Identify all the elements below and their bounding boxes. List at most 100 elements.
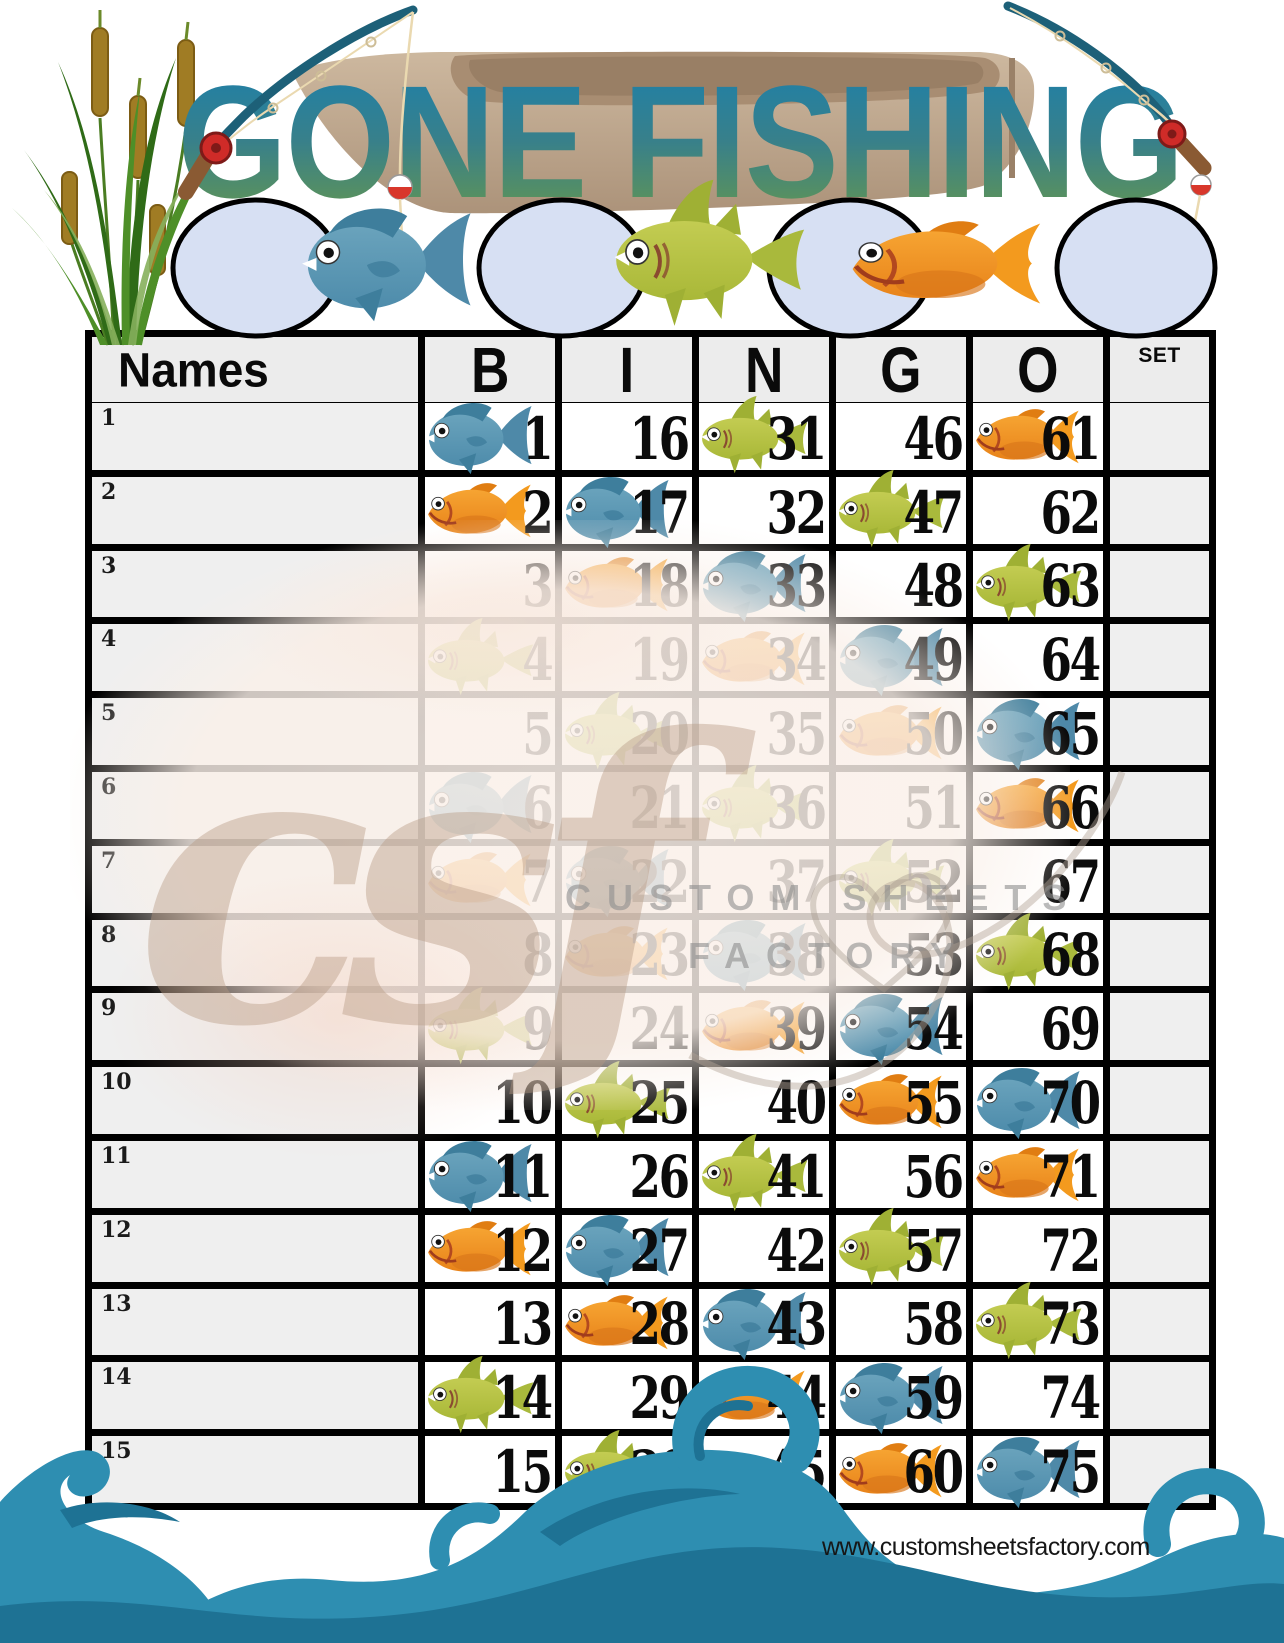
bingo-cell-o-64[interactable]: 64 — [966, 624, 1103, 692]
name-cell-row-5[interactable]: 5 — [92, 698, 418, 765]
bingo-cell-g-47[interactable]: 47 — [829, 469, 966, 549]
name-cell-row-11[interactable]: 11 — [92, 1140, 418, 1208]
bingo-cell-o-72[interactable]: 72 — [966, 1214, 1103, 1282]
set-cell-row-2[interactable] — [1103, 476, 1209, 544]
bingo-cell-o-69[interactable]: 69 — [966, 993, 1103, 1061]
bingo-cell-g-60[interactable]: 60 — [829, 1436, 966, 1503]
set-cell-row-12[interactable] — [1103, 1214, 1209, 1282]
name-cell-row-4[interactable]: 4 — [92, 624, 418, 692]
name-cell-row-6[interactable]: 6 — [92, 771, 418, 839]
bingo-cell-g-54[interactable]: 54 — [829, 993, 966, 1066]
set-cell-row-8[interactable] — [1103, 919, 1209, 987]
bingo-cell-n-31[interactable]: 31 — [692, 395, 829, 475]
set-cell-row-1[interactable] — [1103, 403, 1209, 470]
bingo-cell-n-36[interactable]: 36 — [692, 764, 829, 844]
set-cell-row-10[interactable] — [1103, 1067, 1209, 1134]
set-cell-row-11[interactable] — [1103, 1140, 1209, 1208]
bingo-cell-o-71[interactable]: 71 — [966, 1140, 1103, 1208]
bingo-cell-g-46[interactable]: 46 — [829, 403, 966, 470]
bingo-cell-i-22[interactable]: 22 — [555, 845, 692, 918]
bingo-cell-n-32[interactable]: 32 — [692, 476, 829, 544]
bingo-cell-g-59[interactable]: 59 — [829, 1362, 966, 1435]
set-cell-row-9[interactable] — [1103, 993, 1209, 1061]
set-cell-row-3[interactable] — [1103, 550, 1209, 618]
bingo-cell-o-74[interactable]: 74 — [966, 1362, 1103, 1430]
set-cell-row-6[interactable] — [1103, 771, 1209, 839]
bingo-cell-i-30[interactable]: 30 — [555, 1428, 692, 1508]
bingo-cell-i-18[interactable]: 18 — [555, 550, 692, 618]
bingo-cell-n-35[interactable]: 35 — [692, 698, 829, 765]
name-cell-row-3[interactable]: 3 — [92, 550, 418, 618]
bingo-cell-b-15[interactable]: 15 — [418, 1436, 555, 1503]
bingo-cell-g-53[interactable]: 53 — [829, 919, 966, 987]
name-cell-row-7[interactable]: 7 — [92, 845, 418, 913]
bingo-cell-g-50[interactable]: 50 — [829, 698, 966, 765]
bingo-cell-n-38[interactable]: 38 — [692, 919, 829, 992]
bingo-cell-b-8[interactable]: 8 — [418, 919, 555, 987]
bingo-cell-o-67[interactable]: 67 — [966, 845, 1103, 913]
bingo-cell-b-13[interactable]: 13 — [418, 1288, 555, 1356]
bingo-cell-i-25[interactable]: 25 — [555, 1059, 692, 1139]
name-cell-row-12[interactable]: 12 — [92, 1214, 418, 1282]
name-cell-row-8[interactable]: 8 — [92, 919, 418, 987]
bingo-cell-b-2[interactable]: 2 — [418, 476, 555, 544]
bingo-cell-b-3[interactable]: 3 — [418, 550, 555, 618]
name-cell-row-14[interactable]: 14 — [92, 1362, 418, 1430]
free-space-circle[interactable] — [1054, 197, 1218, 339]
name-cell-row-15[interactable]: 15 — [92, 1436, 418, 1503]
bingo-cell-b-11[interactable]: 11 — [418, 1140, 555, 1213]
set-cell-row-14[interactable] — [1103, 1362, 1209, 1430]
set-cell-row-15[interactable] — [1103, 1436, 1209, 1503]
set-cell-row-5[interactable] — [1103, 698, 1209, 765]
bingo-cell-b-4[interactable]: 4 — [418, 616, 555, 697]
bingo-cell-n-43[interactable]: 43 — [692, 1288, 829, 1361]
bingo-cell-i-17[interactable]: 17 — [555, 476, 692, 549]
bingo-cell-n-44[interactable]: 44 — [692, 1362, 829, 1430]
bingo-cell-i-26[interactable]: 26 — [555, 1140, 692, 1208]
bingo-cell-n-42[interactable]: 42 — [692, 1214, 829, 1282]
bingo-cell-n-41[interactable]: 41 — [692, 1133, 829, 1213]
bingo-cell-n-39[interactable]: 39 — [692, 993, 829, 1061]
bingo-cell-o-65[interactable]: 65 — [966, 698, 1103, 771]
bingo-cell-o-73[interactable]: 73 — [966, 1280, 1103, 1361]
free-space-circle[interactable] — [766, 197, 934, 339]
bingo-cell-b-12[interactable]: 12 — [418, 1214, 555, 1282]
bingo-cell-i-23[interactable]: 23 — [555, 919, 692, 987]
bingo-cell-o-66[interactable]: 66 — [966, 771, 1103, 839]
bingo-cell-i-19[interactable]: 19 — [555, 624, 692, 692]
bingo-cell-o-61[interactable]: 61 — [966, 403, 1103, 470]
bingo-cell-i-21[interactable]: 21 — [555, 771, 692, 839]
bingo-cell-b-14[interactable]: 14 — [418, 1354, 555, 1435]
bingo-cell-g-49[interactable]: 49 — [829, 624, 966, 697]
bingo-cell-g-58[interactable]: 58 — [829, 1288, 966, 1356]
free-space-circle[interactable] — [476, 197, 648, 339]
name-cell-row-10[interactable]: 10 — [92, 1067, 418, 1134]
bingo-cell-n-33[interactable]: 33 — [692, 550, 829, 623]
bingo-cell-b-6[interactable]: 6 — [418, 771, 555, 844]
bingo-cell-n-34[interactable]: 34 — [692, 624, 829, 692]
bingo-cell-o-70[interactable]: 70 — [966, 1067, 1103, 1140]
bingo-cell-i-29[interactable]: 29 — [555, 1362, 692, 1430]
bingo-cell-b-1[interactable]: 1 — [418, 402, 555, 475]
bingo-cell-i-27[interactable]: 27 — [555, 1214, 692, 1287]
set-cell-row-7[interactable] — [1103, 845, 1209, 913]
bingo-cell-n-45[interactable]: 45 — [692, 1436, 829, 1503]
bingo-cell-n-37[interactable]: 37 — [692, 845, 829, 913]
bingo-cell-o-75[interactable]: 75 — [966, 1436, 1103, 1509]
bingo-cell-o-68[interactable]: 68 — [966, 911, 1103, 992]
bingo-cell-o-63[interactable]: 63 — [966, 542, 1103, 623]
set-cell-row-4[interactable] — [1103, 624, 1209, 692]
bingo-cell-i-24[interactable]: 24 — [555, 993, 692, 1061]
bingo-cell-g-51[interactable]: 51 — [829, 771, 966, 839]
bingo-cell-o-62[interactable]: 62 — [966, 476, 1103, 544]
name-cell-row-9[interactable]: 9 — [92, 993, 418, 1061]
bingo-cell-g-48[interactable]: 48 — [829, 550, 966, 618]
bingo-cell-n-40[interactable]: 40 — [692, 1067, 829, 1134]
bingo-cell-g-57[interactable]: 57 — [829, 1207, 966, 1287]
bingo-cell-i-28[interactable]: 28 — [555, 1288, 692, 1356]
bingo-cell-g-55[interactable]: 55 — [829, 1067, 966, 1134]
bingo-cell-g-56[interactable]: 56 — [829, 1140, 966, 1208]
bingo-cell-i-16[interactable]: 16 — [555, 403, 692, 470]
name-cell-row-1[interactable]: 1 — [92, 403, 418, 470]
bingo-cell-b-9[interactable]: 9 — [418, 985, 555, 1066]
